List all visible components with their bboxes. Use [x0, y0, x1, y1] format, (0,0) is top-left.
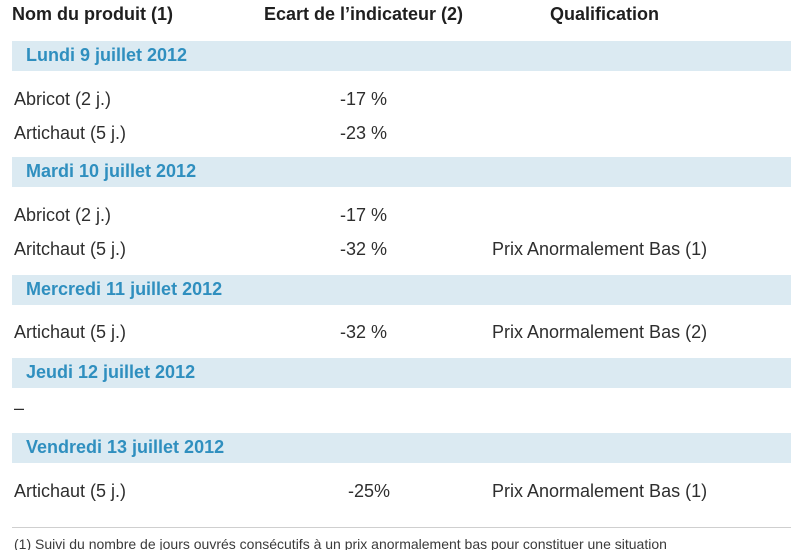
day-band-mercredi: Mercredi 11 juillet 2012 [12, 275, 791, 305]
ecart-value: -17 % [340, 205, 388, 225]
product-name: Abricot (2 j.) [14, 205, 112, 225]
qualification-value: Prix Anormalement Bas (2) [492, 322, 708, 342]
day-band-vendredi: Vendredi 13 juillet 2012 [12, 433, 791, 463]
qualification-value: Prix Anormalement Bas (1) [492, 239, 708, 259]
column-header-ecart: Ecart de l’indicateur (2) [264, 4, 464, 24]
product-name: Aritchaut (5 j.) [14, 239, 127, 259]
day-label: Jeudi 12 juillet 2012 [26, 362, 196, 382]
product-name: – [14, 398, 25, 418]
qualification-value: Prix Anormalement Bas (1) [492, 481, 708, 501]
ecart-value: -32 % [340, 239, 388, 259]
ecart-value: -25% [348, 481, 391, 501]
day-band-mardi: Mardi 10 juillet 2012 [12, 157, 791, 187]
column-header-qualification: Qualification [550, 4, 660, 24]
day-label: Vendredi 13 juillet 2012 [26, 437, 225, 457]
ecart-value: -32 % [340, 322, 388, 342]
day-band-jeudi: Jeudi 12 juillet 2012 [12, 358, 791, 388]
product-name: Artichaut (5 j.) [14, 123, 127, 143]
product-name: Artichaut (5 j.) [14, 322, 127, 342]
day-label: Mardi 10 juillet 2012 [26, 161, 197, 181]
day-band-lundi: Lundi 9 juillet 2012 [12, 41, 791, 71]
ecart-value: -23 % [340, 123, 388, 143]
footnote: (1) Suivi du nombre de jours ouvrés cons… [14, 536, 667, 550]
day-label: Lundi 9 juillet 2012 [26, 45, 188, 65]
ecart-value: -17 % [340, 89, 388, 109]
product-name: Abricot (2 j.) [14, 89, 112, 109]
day-label: Mercredi 11 juillet 2012 [26, 279, 223, 299]
column-header-product: Nom du produit (1) [12, 4, 173, 24]
table-bottom-divider [12, 527, 791, 528]
product-name: Artichaut (5 j.) [14, 481, 127, 501]
